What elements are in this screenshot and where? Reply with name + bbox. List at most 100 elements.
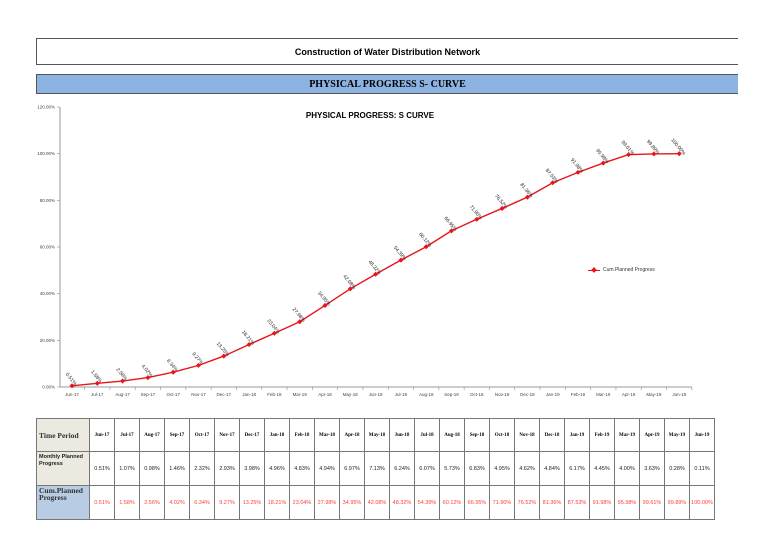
monthly-value-cell: 2.32% xyxy=(189,451,215,486)
monthly-value-cell: 4.83% xyxy=(289,451,315,486)
monthly-value-cell: 0.98% xyxy=(139,451,165,486)
cumulative-value-cell: 91.98% xyxy=(589,485,615,520)
cumulative-value-cell: 27.98% xyxy=(314,485,340,520)
monthly-value-cell: 0.28% xyxy=(664,451,690,486)
y-tick-label: 40.00% xyxy=(40,291,55,296)
monthly-value-cell: 6.17% xyxy=(564,451,590,486)
cumulative-value-cell: 1.58% xyxy=(114,485,140,520)
x-tick-label: Mar-19 xyxy=(596,392,611,397)
x-tick-label: Nov-18 xyxy=(495,392,510,397)
y-tick-label: 60.00% xyxy=(40,245,55,250)
monthly-value-cell: 0.51% xyxy=(89,451,115,486)
monthly-value-cell: 2.93% xyxy=(214,451,240,486)
month-cell: Feb-18 xyxy=(289,418,315,452)
x-tick-label: Aug-17 xyxy=(115,392,130,397)
month-cell: Feb-19 xyxy=(589,418,615,452)
month-cell: Sep-18 xyxy=(464,418,490,452)
x-tick-label: Jul-17 xyxy=(91,392,104,397)
x-tick-label: Jan-19 xyxy=(546,392,560,397)
cumulative-value-cell: 23.04% xyxy=(289,485,315,520)
data-point-marker xyxy=(170,369,176,375)
monthly-value-cell: 6.97% xyxy=(339,451,365,486)
cumulative-value-cell: 48.32% xyxy=(389,485,415,520)
monthly-value-cell: 6.83% xyxy=(464,451,490,486)
table-row-cumulative: Cum.Planned Progress 0.51% 1.58% 2.56% 4.02… xyxy=(36,485,715,520)
chart-plot-area: 0.00% 20.00% 40.00% 60.00% 80.00% 100.00% 120.… xyxy=(37,105,693,397)
data-point-marker xyxy=(448,228,455,234)
x-tick-label: Mar-18 xyxy=(293,392,308,397)
month-cell: Jun-19 xyxy=(689,418,715,452)
monthly-value-cell: 3.98% xyxy=(239,451,265,486)
cumulative-value-cell: 2.56% xyxy=(139,485,165,520)
project-title: Construction of Water Distribution Netwo… xyxy=(294,46,481,57)
cumulative-value-cell: 54.39% xyxy=(414,485,440,520)
month-cell: Aug-17 xyxy=(139,418,165,452)
monthly-value-cell: 6.07% xyxy=(414,451,440,486)
progress-table: Time Period Jun-17 Jul-17 Aug-17 Sep-17 Oct-… xyxy=(36,418,715,520)
monthly-value-cell: 4.96% xyxy=(264,451,290,486)
month-cell: Dec-17 xyxy=(239,418,265,452)
monthly-value-cell: 4.94% xyxy=(314,451,340,486)
monthly-value-cell: 1.07% xyxy=(114,451,140,486)
month-cell: Apr-18 xyxy=(339,418,365,452)
monthly-value-cell: 5.73% xyxy=(439,451,465,486)
cumulative-value-cell: 87.53% xyxy=(564,485,590,520)
y-tick-label: 20.00% xyxy=(40,338,55,343)
month-cell: Mar-19 xyxy=(614,418,640,452)
chart-legend: Cum.Planned Progress xyxy=(588,267,655,273)
y-tick-label: 80.00% xyxy=(40,198,55,203)
x-tick-label: Dec-17 xyxy=(217,392,232,397)
month-cell: Sep-17 xyxy=(164,418,190,452)
x-tick-label: Jul-18 xyxy=(395,392,408,397)
data-point-marker xyxy=(524,194,530,200)
cumulative-value-cell: 99.89% xyxy=(664,485,690,520)
chart-title: PHYSICAL PROGRESS: S CURVE xyxy=(305,111,435,120)
y-tick-label: 100.00% xyxy=(37,151,55,156)
x-tick-label: Oct-18 xyxy=(470,392,484,397)
data-point-marker xyxy=(246,341,252,348)
s-curve-chart: 0.00% 20.00% 40.00% 60.00% 80.00% 100.00% 120.… xyxy=(0,95,768,415)
monthly-value-cell: 4.84% xyxy=(539,451,565,486)
month-cell: Jul-17 xyxy=(114,418,140,452)
x-tick-label: Dec-18 xyxy=(520,392,535,397)
row-header-monthly: Monthly Planned Progress xyxy=(36,451,90,486)
cumulative-value-cell: 42.08% xyxy=(364,485,390,520)
legend-label: Cum.Planned Progress xyxy=(603,267,655,273)
month-cell: May-19 xyxy=(664,418,690,452)
x-tick-label: Aug-18 xyxy=(419,392,434,397)
monthly-value-cell: 4.95% xyxy=(489,451,515,486)
month-cell: Apr-19 xyxy=(639,418,665,452)
monthly-value-cell: 0.11% xyxy=(689,451,715,486)
data-point-marker xyxy=(499,205,505,211)
month-cell: May-18 xyxy=(364,418,390,452)
x-tick-label: Jun-17 xyxy=(65,392,79,397)
cumulative-value-cell: 66.95% xyxy=(464,485,490,520)
cumulative-value-cell: 100.00% xyxy=(689,485,715,520)
row-header-cumulative: Cum.Planned Progress xyxy=(36,485,90,520)
data-point-marker xyxy=(145,375,151,381)
cumulative-value-cell: 71.90% xyxy=(489,485,515,520)
table-row-time-period: Time Period Jun-17 Jul-17 Aug-17 Sep-17 Oct-… xyxy=(36,418,715,452)
cumulative-value-cell: 6.34% xyxy=(189,485,215,520)
data-point-marker xyxy=(221,353,227,359)
monthly-value-cell: 7.13% xyxy=(364,451,390,486)
x-tick-label: Oct-17 xyxy=(166,392,180,397)
x-tick-label: Apr-19 xyxy=(622,392,636,397)
cumulative-value-cell: 18.21% xyxy=(264,485,290,520)
monthly-value-cell: 4.00% xyxy=(614,451,640,486)
x-tick-label: Jun-19 xyxy=(672,392,686,397)
cumulative-value-cell: 99.61% xyxy=(639,485,665,520)
cumulative-value-cell: 60.12% xyxy=(439,485,465,520)
cumulative-value-cell: 34.95% xyxy=(339,485,365,520)
month-cell: Nov-18 xyxy=(514,418,540,452)
cumulative-value-cell: 4.02% xyxy=(164,485,190,520)
x-tick-label: Nov-17 xyxy=(191,392,206,397)
y-tick-label: 0.00% xyxy=(42,385,55,390)
monthly-value-cell: 4.45% xyxy=(589,451,615,486)
x-tick-label: Sep-18 xyxy=(444,392,459,397)
y-tick-label: 120.00% xyxy=(37,105,55,110)
monthly-value-cell: 4.62% xyxy=(514,451,540,486)
cumulative-value-cell: 81.36% xyxy=(539,485,565,520)
section-banner: PHYSICAL PROGRESS S- CURVE xyxy=(36,74,738,94)
month-cell: Jul-18 xyxy=(414,418,440,452)
